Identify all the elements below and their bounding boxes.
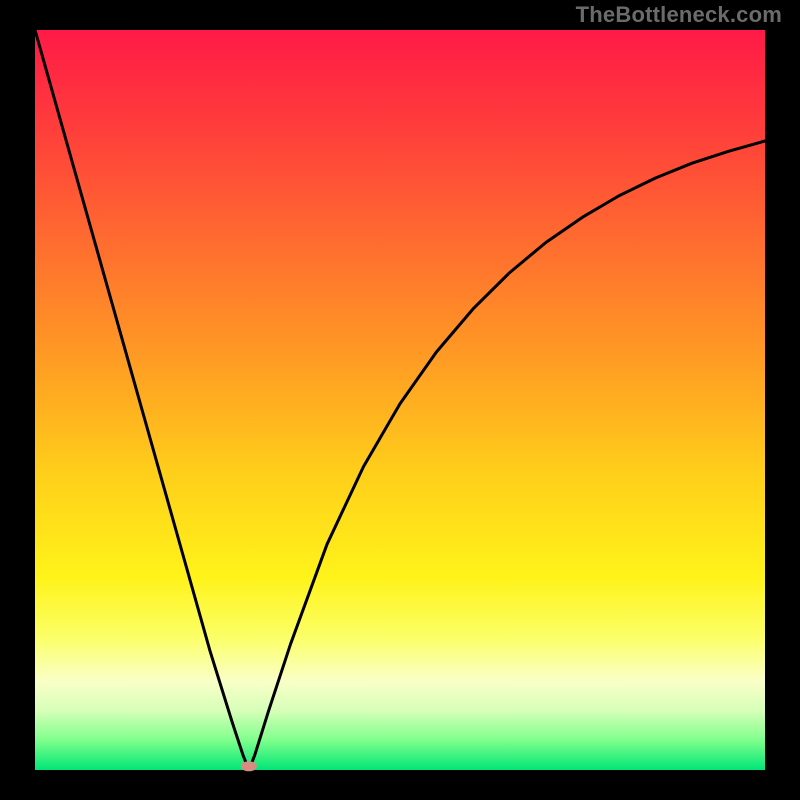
chart-svg [0,0,800,800]
watermark-text: TheBottleneck.com [576,2,782,28]
plot-background [35,30,765,770]
chart-container: TheBottleneck.com [0,0,800,800]
minimum-marker [241,761,257,771]
